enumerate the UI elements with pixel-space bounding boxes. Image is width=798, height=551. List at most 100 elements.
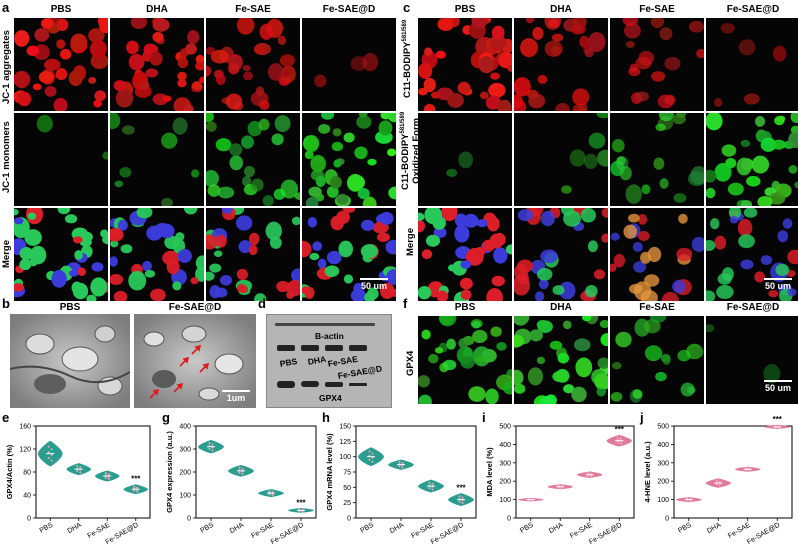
tile-a-r2-c3-cells <box>302 208 396 301</box>
blot-bands <box>275 323 375 388</box>
chart-i-point-2-5 <box>590 475 593 478</box>
panel-label-e: e <box>2 410 10 425</box>
chart-j-point-1-0 <box>715 479 718 482</box>
tem-image-fesaed: 1um <box>134 314 256 408</box>
tile-a-r1-c3-cells <box>303 113 396 206</box>
chart-i-ylabel: MDA level (%) <box>485 447 494 497</box>
chart-j-point-3-5 <box>777 426 780 429</box>
tile-f-c3-cells <box>706 324 781 384</box>
chart-h-point-3-4 <box>458 500 461 503</box>
tile-f-c1 <box>514 316 608 404</box>
panel-label-g: g <box>162 410 170 425</box>
tile-a-r0-c1-cells <box>113 18 204 111</box>
chart-e-point-1-1 <box>79 466 82 469</box>
chart-h-point-0-2 <box>368 454 371 457</box>
chart-i-ytick-label-1: 100 <box>499 497 511 504</box>
chart-g-ytick-label-2: 200 <box>179 470 191 477</box>
chart-j-ytick-label-5: 500 <box>657 424 669 431</box>
chart-h-xtick-label-0: PBS <box>359 522 375 535</box>
tile-c-r1-c1-cells <box>561 113 608 194</box>
band-label-gpx4: GPX4 <box>319 393 342 403</box>
chart-h-xtick-label-1: DHA <box>389 522 406 536</box>
tile-a-r1-c2-cells <box>206 113 300 206</box>
chart-g-point-0-4 <box>208 447 211 450</box>
c-col-header-3: Fe-SAE@D <box>726 4 780 15</box>
chart-i-point-3-0 <box>616 436 619 439</box>
chart-h-point-2-1 <box>431 483 434 486</box>
c-col-header-2: Fe-SAE <box>639 4 675 15</box>
chart-e-point-2-4 <box>104 476 107 479</box>
chart-j: j 0 100 200 300 400 500 4-HNE level (a.u.) PBS DH… <box>640 410 798 546</box>
chart-i-point-3-5 <box>619 442 622 445</box>
chart-i-ytick-label-0: 0 <box>507 516 511 523</box>
chart-i-ytick-label-4: 400 <box>499 442 511 449</box>
tile-c-r2-c2-cells <box>610 213 704 301</box>
chart-h-ytick-label-1: 25 <box>343 500 351 507</box>
chart-e-point-0-1 <box>50 448 53 451</box>
tile-c-r0-c1 <box>514 18 608 111</box>
tile-f-c3 <box>706 316 798 404</box>
row-label-c-3: Merge <box>405 228 416 256</box>
chart-g-xtick-label-2: Fe-SAE <box>250 522 275 540</box>
chart-e-point-3-1 <box>136 486 139 489</box>
chart-j-frame <box>673 425 793 519</box>
col-header-b-pbs: PBS <box>59 302 81 313</box>
chart-e-point-3-4 <box>133 489 136 492</box>
chart-j-ytick-label-0: 0 <box>665 516 669 523</box>
chart-j-svg: 0 100 200 300 400 500 4-HNE level (a.u.) PBS DHA… <box>643 415 793 546</box>
chart-j-point-2-5 <box>748 469 751 472</box>
chart-g-point-1-1 <box>241 468 244 471</box>
chart-g-significance: *** <box>296 498 306 507</box>
chart-h-point-2-0 <box>428 481 431 484</box>
tile-c-r1-c2-cells <box>610 113 704 204</box>
panel-label-i: i <box>482 410 486 425</box>
chart-g: g 0 100 200 300 400 GPX4 expression (a.u.) PBS D… <box>162 410 322 546</box>
chart-e-significance: *** <box>131 475 141 484</box>
c-col-header-1: DHA <box>550 4 572 15</box>
chart-i-xtick-label-1: DHA <box>548 522 565 536</box>
panel-label-h: h <box>322 410 330 425</box>
a-col-header-2: Fe-SAE <box>235 4 271 15</box>
tile-c-r2-c2 <box>610 208 704 301</box>
chart-h-ytick-label-0: 0 <box>347 516 351 523</box>
tile-a-r2-c1 <box>110 208 204 301</box>
chart-e-xtick-label-1: DHA <box>66 522 83 536</box>
chart-j-ytick-label-3: 300 <box>657 460 669 467</box>
chart-g-ytick-label-4: 400 <box>179 424 191 431</box>
tile-c-r1-c2 <box>610 113 704 206</box>
tile-a-r0-c2 <box>206 18 300 111</box>
chart-j-xtick-label-2: Fe-SAE <box>727 522 752 540</box>
chart-e-point-1-4 <box>76 470 79 473</box>
chart-e-point-2-0 <box>104 472 107 475</box>
tile-a-r2-c2 <box>206 208 300 301</box>
chart-g-point-2-1 <box>271 490 274 493</box>
chart-g-point-2-4 <box>268 493 271 496</box>
chart-e-point-0-5 <box>50 459 53 462</box>
a-col-header-3: Fe-SAE@D <box>322 4 376 15</box>
panel-label-c: c <box>403 0 411 15</box>
chart-h: h 0 25 50 75 100 125 150 GPX4 mRNA level (%) PBS D… <box>322 410 482 546</box>
tile-c-r2-c1-cells <box>514 208 608 301</box>
tile-a-r2-c0-cells <box>14 208 108 301</box>
chart-h-svg: 0 25 50 75 100 125 150 GPX4 mRNA level (%) PBS DH… <box>325 424 477 546</box>
tile-c-r1-c3-cells <box>706 113 798 206</box>
chart-g-svg: 0 100 200 300 400 GPX4 expression (a.u.) PBS DH… <box>165 424 317 546</box>
tile-f-c2-cells <box>610 316 704 403</box>
tile-c-r0-c0 <box>418 18 512 111</box>
panel-label-b: b <box>2 296 10 311</box>
chart-e-ytick-label-2: 80 <box>23 470 31 477</box>
chart-e-point-0-0 <box>47 445 50 448</box>
chart-i-xtick-label-0: PBS <box>519 522 535 535</box>
chart-e-ylabel: GPX4/Actin (%) <box>5 444 14 499</box>
tile-a-r1-c1-cells <box>110 113 200 206</box>
chart-j-significance: *** <box>773 415 783 424</box>
chart-j-point-1-5 <box>718 484 721 487</box>
chart-e-point-3-5 <box>136 490 139 493</box>
tile-a-r2-c3 <box>302 208 396 301</box>
chart-h-ytick-label-4: 100 <box>339 454 351 461</box>
chart-h-point-1-4 <box>398 465 401 468</box>
chart-g-point-2-0 <box>268 490 271 493</box>
f-col-header-3: Fe-SAE@D <box>726 302 780 313</box>
chart-i: i 0 100 200 300 400 500 MDA level (%) PBS DHA Fe-S… <box>482 410 640 546</box>
chart-h-point-0-5 <box>371 460 374 463</box>
